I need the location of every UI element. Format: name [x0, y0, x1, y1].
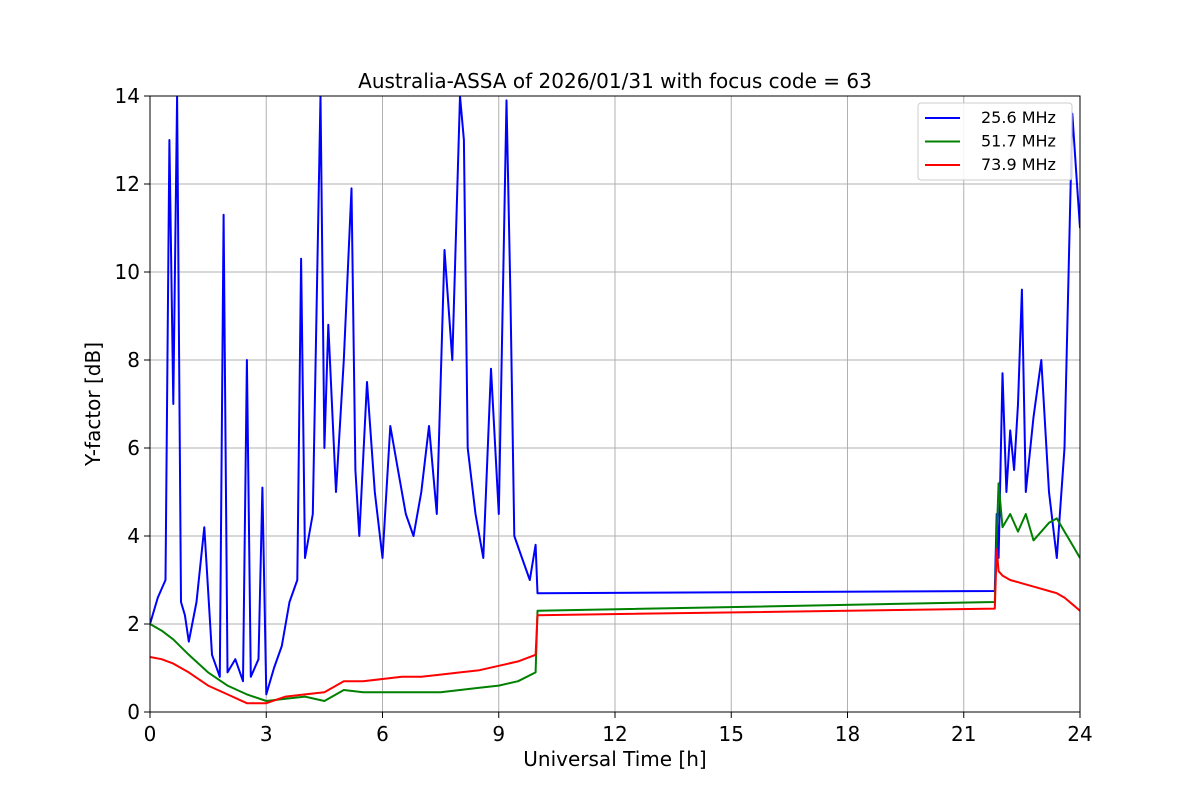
legend-box — [917, 102, 1073, 181]
y-tick-label: 4 — [127, 524, 140, 548]
x-tick-label: 9 — [492, 722, 505, 746]
legend-label: 51.7 MHz — [981, 132, 1056, 151]
chart-title: Australia-ASSA of 2026/01/31 with focus … — [358, 69, 872, 93]
x-axis-label: Universal Time [h] — [523, 747, 706, 771]
y-tick-label: 6 — [127, 436, 140, 460]
y-tick-label: 0 — [127, 700, 140, 724]
x-tick-label: 12 — [602, 722, 627, 746]
series-line-3 — [150, 548, 1080, 705]
legend: 25.6 MHz 51.7 MHz 73.9 MHz — [917, 102, 1073, 181]
series-line-2 — [150, 482, 1080, 702]
y-tick-label: 14 — [115, 84, 140, 108]
legend-label: 73.9 MHz — [981, 155, 1056, 174]
x-tick-label: 0 — [144, 722, 157, 746]
x-tick-label: 15 — [719, 722, 744, 746]
y-tick-label: 10 — [115, 260, 140, 284]
legend-label: 25.6 MHz — [981, 108, 1056, 127]
x-axis: 0 3 6 9 12 15 18 21 24 — [144, 712, 1093, 746]
y-axis: 0 2 4 6 8 10 12 14 — [115, 84, 150, 724]
x-tick-label: 18 — [835, 722, 860, 746]
y-tick-label: 12 — [115, 172, 140, 196]
y-tick-label: 2 — [127, 612, 140, 636]
x-tick-label: 21 — [951, 722, 976, 746]
x-tick-label: 24 — [1067, 722, 1092, 746]
series-line-1 — [150, 96, 1080, 696]
series-layer — [150, 96, 1080, 705]
y-axis-label: Y-factor [dB] — [81, 342, 105, 467]
y-tick-label: 8 — [127, 348, 140, 372]
x-tick-label: 3 — [260, 722, 273, 746]
x-tick-label: 6 — [376, 722, 389, 746]
